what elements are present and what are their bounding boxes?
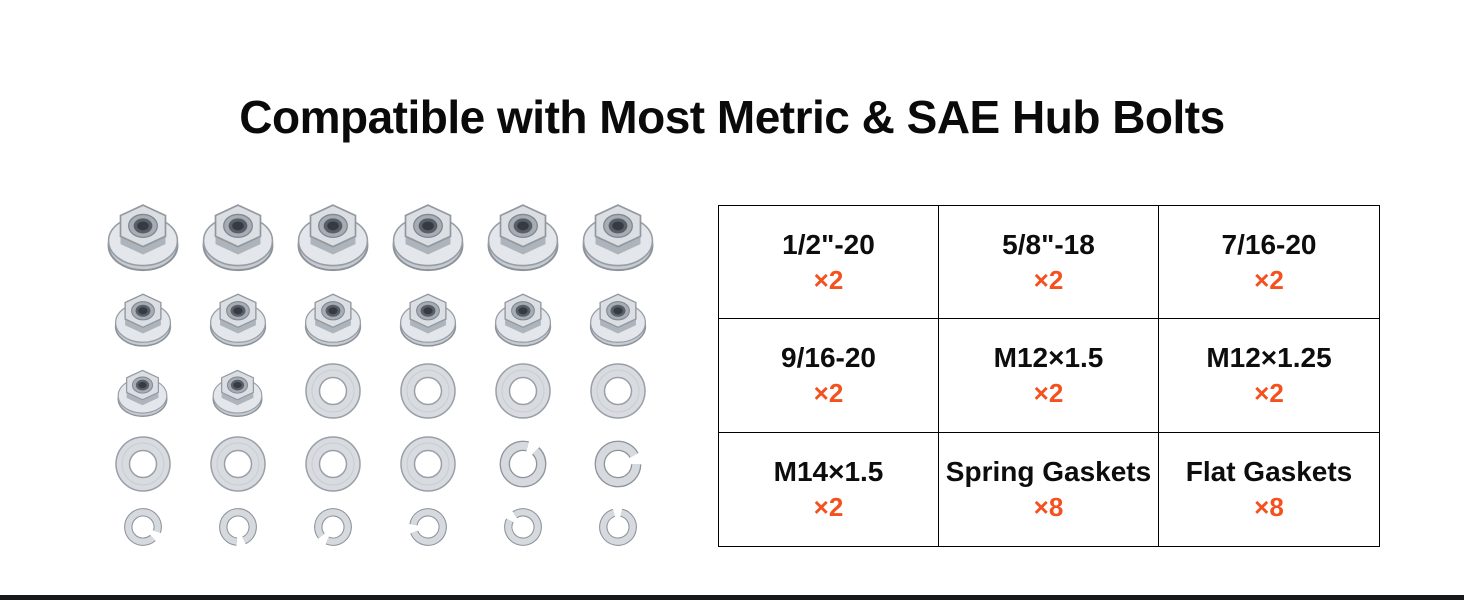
spec-cell: 1/2"-20 ×2 [719, 206, 939, 320]
flat-washer-image [208, 434, 268, 494]
spec-qty: ×8 [1254, 491, 1284, 522]
spec-label: M12×1.5 [993, 342, 1104, 374]
flange-nut-medium-image [397, 287, 459, 349]
flat-washer-image [113, 434, 173, 494]
spec-qty: ×2 [813, 264, 844, 295]
spec-cell: M14×1.5 ×2 [719, 432, 939, 546]
spec-label: Spring Gaskets [945, 456, 1152, 488]
spec-cell: 5/8"-18 ×2 [939, 206, 1159, 320]
flange-nut-large-image [199, 196, 277, 274]
hardware-row [95, 287, 665, 349]
flange-nut-small-image [210, 364, 265, 419]
spring-washer-small-image [217, 506, 259, 548]
page-title: Compatible with Most Metric & SAE Hub Bo… [239, 91, 1225, 143]
spec-qty: ×2 [1254, 378, 1284, 409]
spring-washer-small-image [312, 506, 354, 548]
hardware-row [95, 434, 665, 494]
spring-washer-small-image [407, 506, 449, 548]
flange-nut-large-image [104, 196, 182, 274]
spec-label: 5/8"-18 [1002, 228, 1095, 260]
flange-nut-medium-image [492, 287, 554, 349]
spec-cell: Spring Gaskets ×8 [939, 432, 1159, 546]
flat-washer-image [303, 434, 363, 494]
flange-nut-medium-image [587, 287, 649, 349]
spec-qty: ×2 [1254, 264, 1284, 295]
flat-washer-image [398, 361, 458, 421]
flange-nut-small-image [115, 364, 170, 419]
spring-washer-small-image [122, 506, 164, 548]
spec-qty: ×2 [813, 378, 844, 409]
flat-washer-image [398, 434, 458, 494]
spec-cell: M12×1.25 ×2 [1159, 319, 1379, 433]
spring-washer-medium-image [592, 438, 644, 490]
hardware-row [95, 361, 665, 421]
spring-washer-medium-image [497, 438, 549, 490]
flat-washer-image [588, 361, 648, 421]
hardware-photo [95, 196, 665, 548]
spec-label: 7/16-20 [1221, 228, 1317, 260]
spec-qty: ×2 [1033, 378, 1064, 409]
spec-cell: Flat Gaskets ×8 [1159, 433, 1379, 546]
spec-label: 1/2"-20 [782, 228, 875, 260]
flat-washer-image [303, 361, 363, 421]
spec-cell: M12×1.5 ×2 [939, 319, 1159, 433]
flange-nut-medium-image [112, 287, 174, 349]
section-divider [0, 595, 1464, 600]
flange-nut-large-image [389, 196, 467, 274]
spec-label: Flat Gaskets [1185, 456, 1353, 488]
spec-cell: 7/16-20 ×2 [1159, 206, 1379, 320]
spec-qty: ×2 [1033, 264, 1064, 295]
spec-label: 9/16-20 [781, 342, 876, 374]
spec-qty: ×8 [1033, 491, 1064, 522]
flange-nut-large-image [484, 196, 562, 274]
spec-label: M14×1.5 [773, 456, 884, 488]
spec-table: 1/2"-20 ×2 5/8"-18 ×2 7/16-20 ×2 9/16-20 ×2 M12×… [718, 205, 1380, 547]
flange-nut-large-image [579, 196, 657, 274]
spring-washer-small-image [597, 506, 639, 548]
hardware-row [95, 196, 665, 274]
spring-washer-small-image [502, 506, 544, 548]
spec-cell: 9/16-20 ×2 [719, 319, 939, 433]
hardware-row [95, 506, 665, 548]
flange-nut-medium-image [302, 287, 364, 349]
flange-nut-large-image [294, 196, 372, 274]
spec-qty: ×2 [813, 491, 844, 522]
flange-nut-medium-image [207, 287, 269, 349]
flat-washer-image [493, 361, 553, 421]
spec-label: M12×1.25 [1206, 342, 1332, 374]
